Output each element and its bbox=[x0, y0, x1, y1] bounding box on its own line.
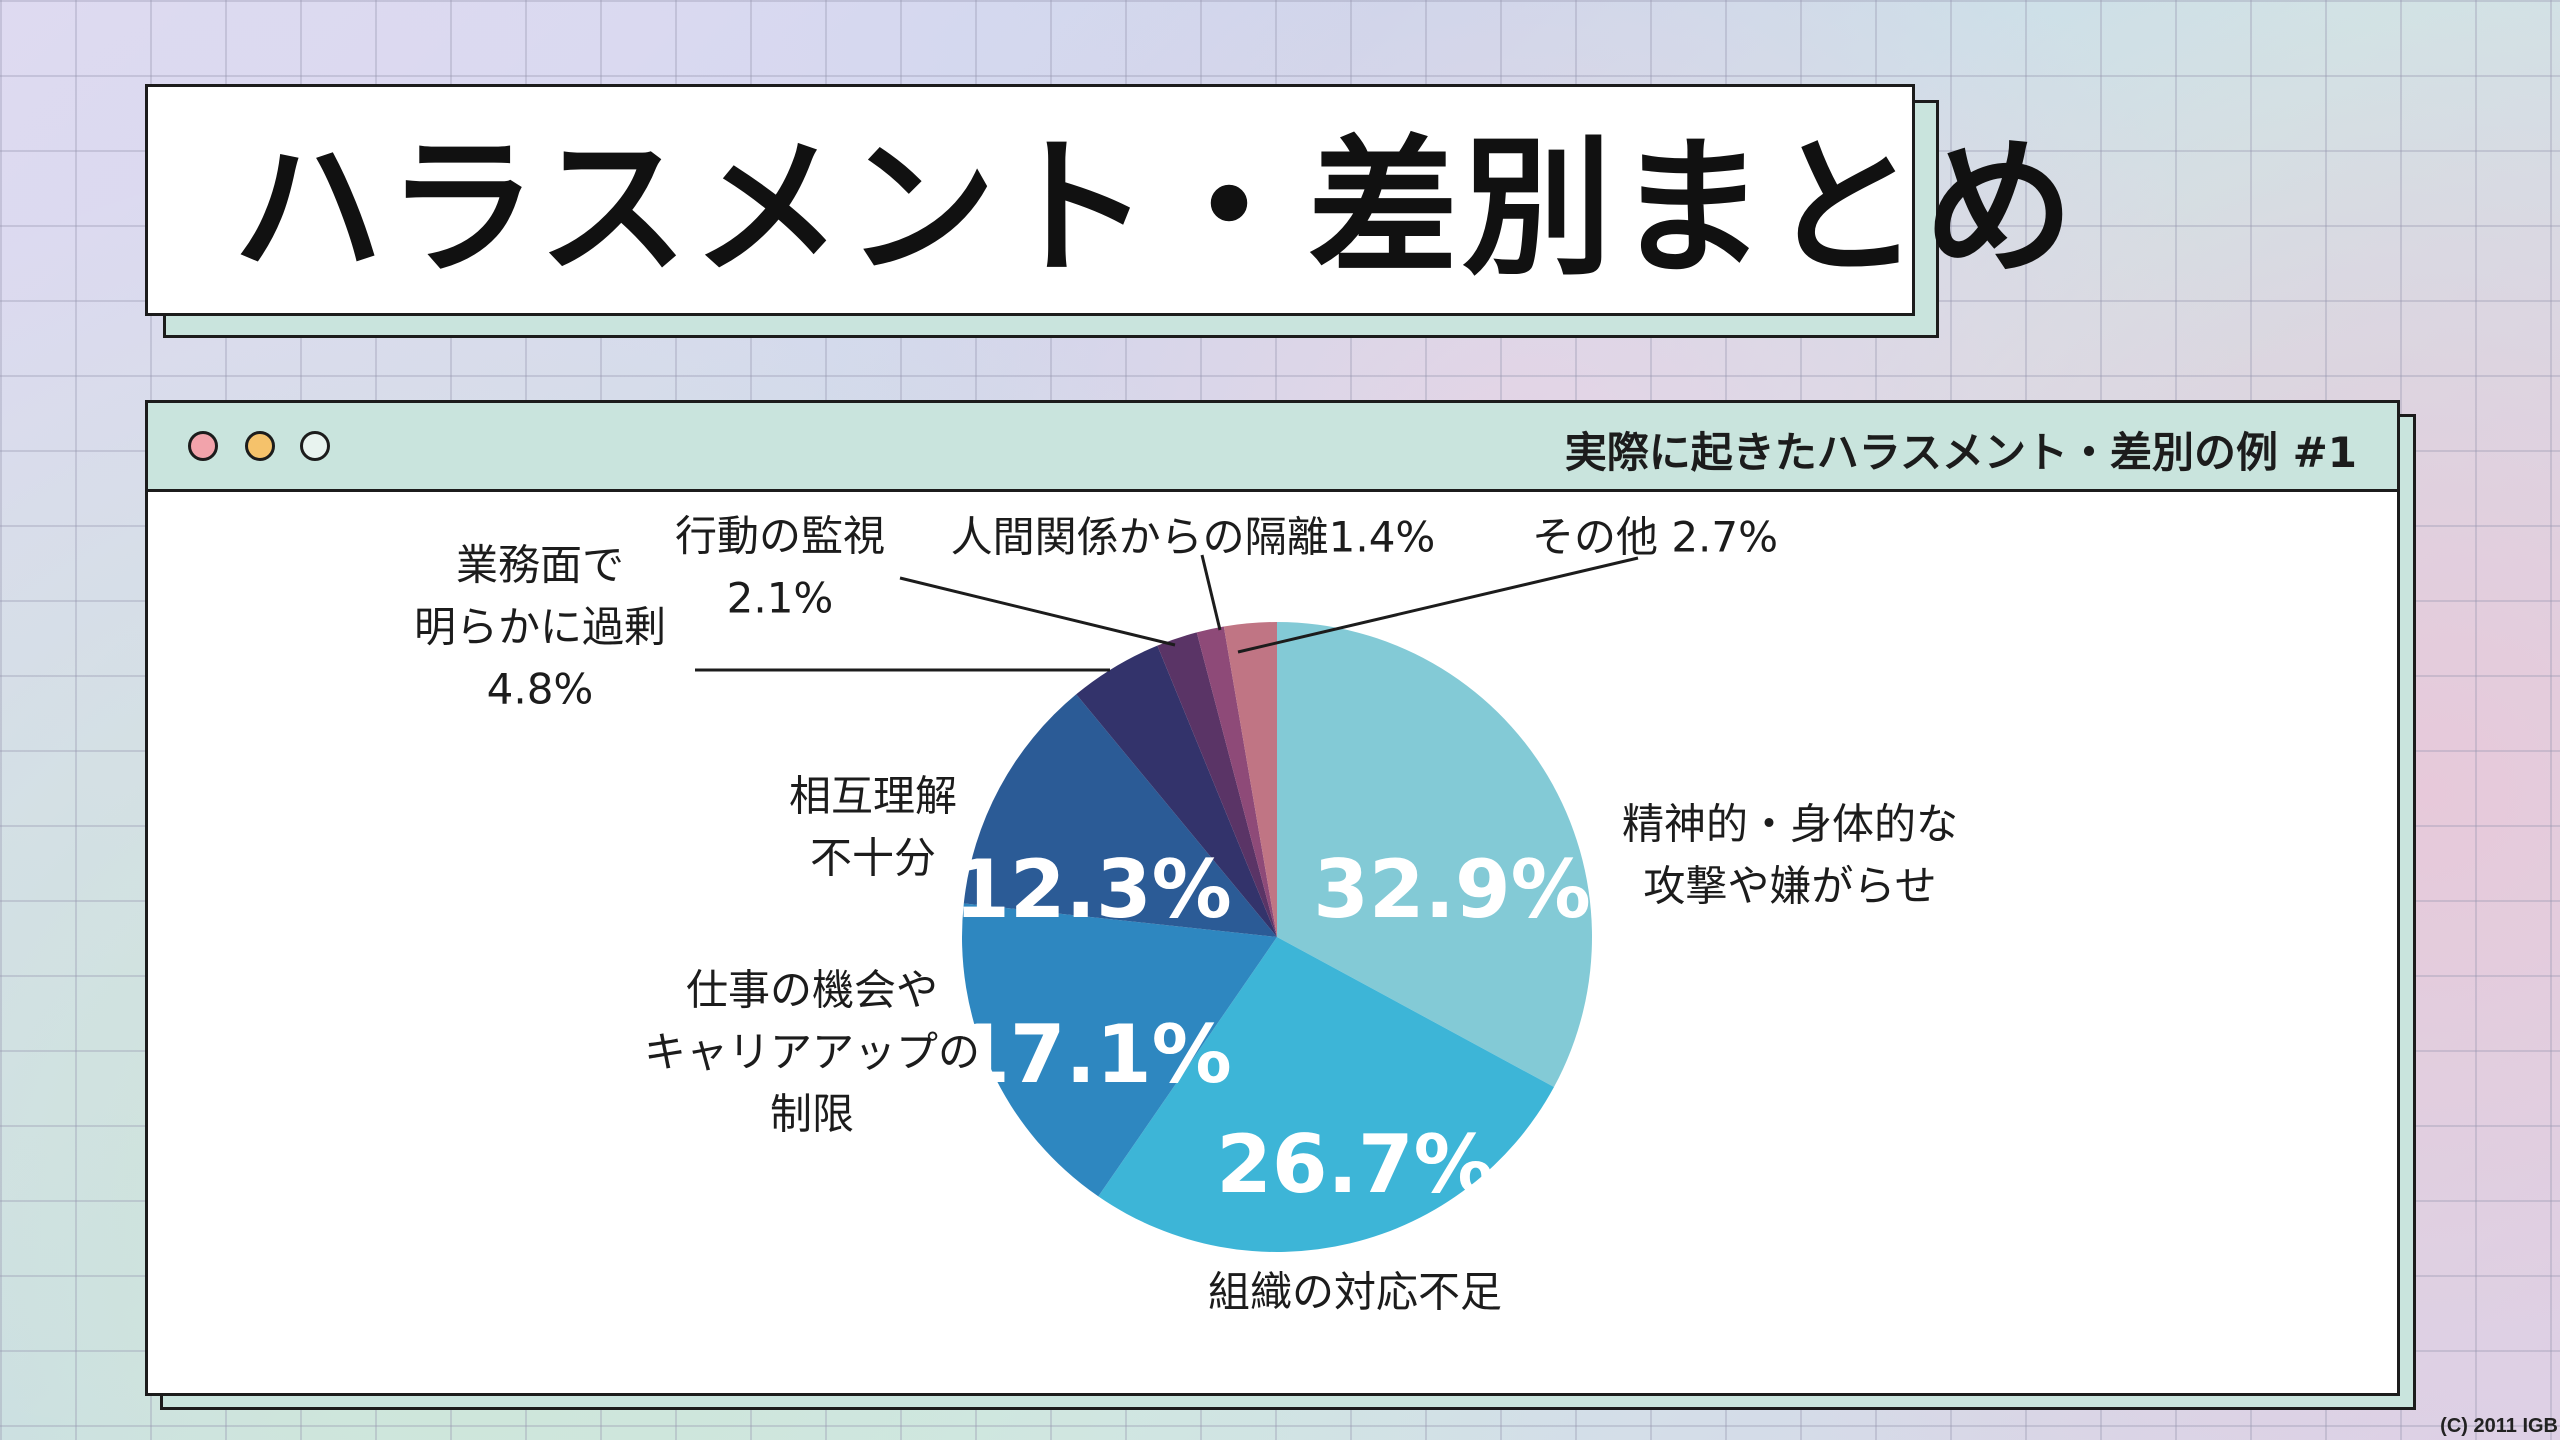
slice-value-3: 12.3% bbox=[954, 843, 1232, 936]
maximize-dot-icon bbox=[300, 431, 330, 461]
slice-value-1: 26.7% bbox=[1216, 1118, 1494, 1211]
pie-slice-3 bbox=[963, 694, 1277, 937]
slice-label-6: 人間関係からの隔離1.4% bbox=[951, 513, 1436, 562]
title-box: ハラスメント・差別まとめ bbox=[145, 84, 2074, 316]
close-dot-icon bbox=[188, 431, 218, 461]
window-title: 実際に起きたハラスメント・差別の例 #1 bbox=[1564, 428, 2357, 477]
slice-value-0: 32.9% bbox=[1313, 843, 1591, 936]
pie-slice-2 bbox=[961, 903, 1277, 1197]
slice-value-2: 17.1% bbox=[954, 1008, 1232, 1101]
leader-line-6 bbox=[1200, 554, 1222, 631]
slice-label-5: 行動の監視 2.1% bbox=[675, 512, 885, 623]
leader-line-5 bbox=[899, 576, 1176, 647]
minimize-dot-icon bbox=[245, 431, 275, 461]
copyright: (C) 2011 IGB bbox=[2440, 1415, 2558, 1437]
page-title: ハラスメント・差別まとめ bbox=[233, 122, 2079, 296]
leader-line-7 bbox=[1237, 556, 1639, 654]
pie-slice-0 bbox=[1277, 622, 1592, 1088]
pie-slice-6 bbox=[1196, 626, 1277, 937]
slice-label-3: 相互理解不十分 bbox=[789, 772, 957, 883]
slice-label-4: 業務面で明らかに過剰 4.8% bbox=[414, 541, 666, 714]
pie-slice-7 bbox=[1223, 622, 1277, 937]
pie-slice-5 bbox=[1157, 632, 1277, 937]
slice-label-0: 精神的・身体的な攻撃や嫌がらせ bbox=[1622, 800, 1958, 911]
slice-label-2: 仕事の機会やキャリアアップの制限 bbox=[644, 966, 980, 1139]
slice-label-7: その他 2.7% bbox=[1532, 513, 1778, 562]
window-titlebar: 実際に起きたハラスメント・差別の例 #1 bbox=[148, 403, 2397, 492]
slice-label-1: 組織の対応不足 bbox=[1208, 1268, 1502, 1317]
pie-slice-4 bbox=[1076, 645, 1277, 937]
pie-slice-1 bbox=[1098, 937, 1554, 1252]
